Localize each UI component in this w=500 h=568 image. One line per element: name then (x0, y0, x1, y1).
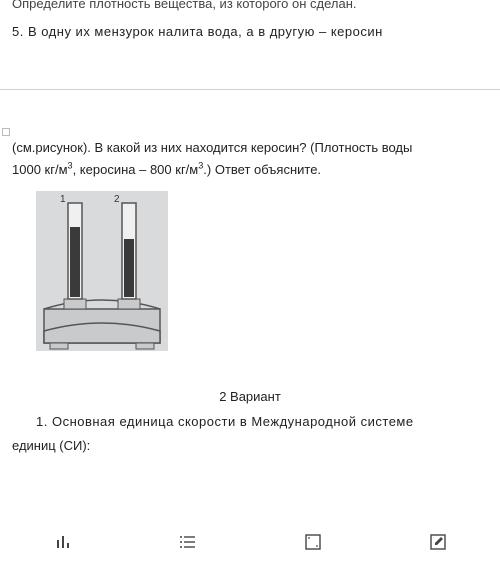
tube-label-2: 2 (114, 194, 120, 205)
menzurki-figure: 1 2 (36, 191, 168, 351)
section-divider (0, 89, 500, 90)
fullscreen-icon[interactable] (303, 532, 323, 552)
question-5-line2: (см.рисунок). В какой из них находится к… (12, 138, 488, 158)
question-5-line3: 1000 кг/м3, керосина – 800 кг/м3.) Ответ… (12, 160, 488, 180)
margin-marker (2, 128, 10, 136)
density-kerosene-text: , керосина – 800 кг/м (73, 162, 199, 177)
holder-right (118, 299, 140, 309)
question-5-line1: 5. В одну их мензурок налита вода, а в д… (12, 22, 488, 42)
foot-right (136, 343, 154, 349)
edit-icon[interactable] (428, 532, 448, 552)
variant-2-title: 2 Вариант (12, 387, 488, 407)
answer-prompt: .) Ответ объясните. (203, 162, 321, 177)
holder-left (64, 299, 86, 309)
bottom-toolbar (0, 522, 500, 562)
question-1-line2: единиц (СИ): (12, 436, 488, 456)
figure-container: 1 2 (36, 191, 488, 357)
list-icon[interactable] (178, 532, 198, 552)
tube-label-1: 1 (60, 194, 66, 205)
density-water-text: 1000 кг/м (12, 162, 68, 177)
question-1-line1: 1. Основная единица скорости в Междунаро… (12, 412, 488, 432)
liquid-2 (124, 239, 134, 297)
foot-left (50, 343, 68, 349)
liquid-1 (70, 227, 80, 297)
truncated-line: Определите плотность вещества, из которо… (12, 0, 488, 14)
bars-icon[interactable] (53, 532, 73, 552)
